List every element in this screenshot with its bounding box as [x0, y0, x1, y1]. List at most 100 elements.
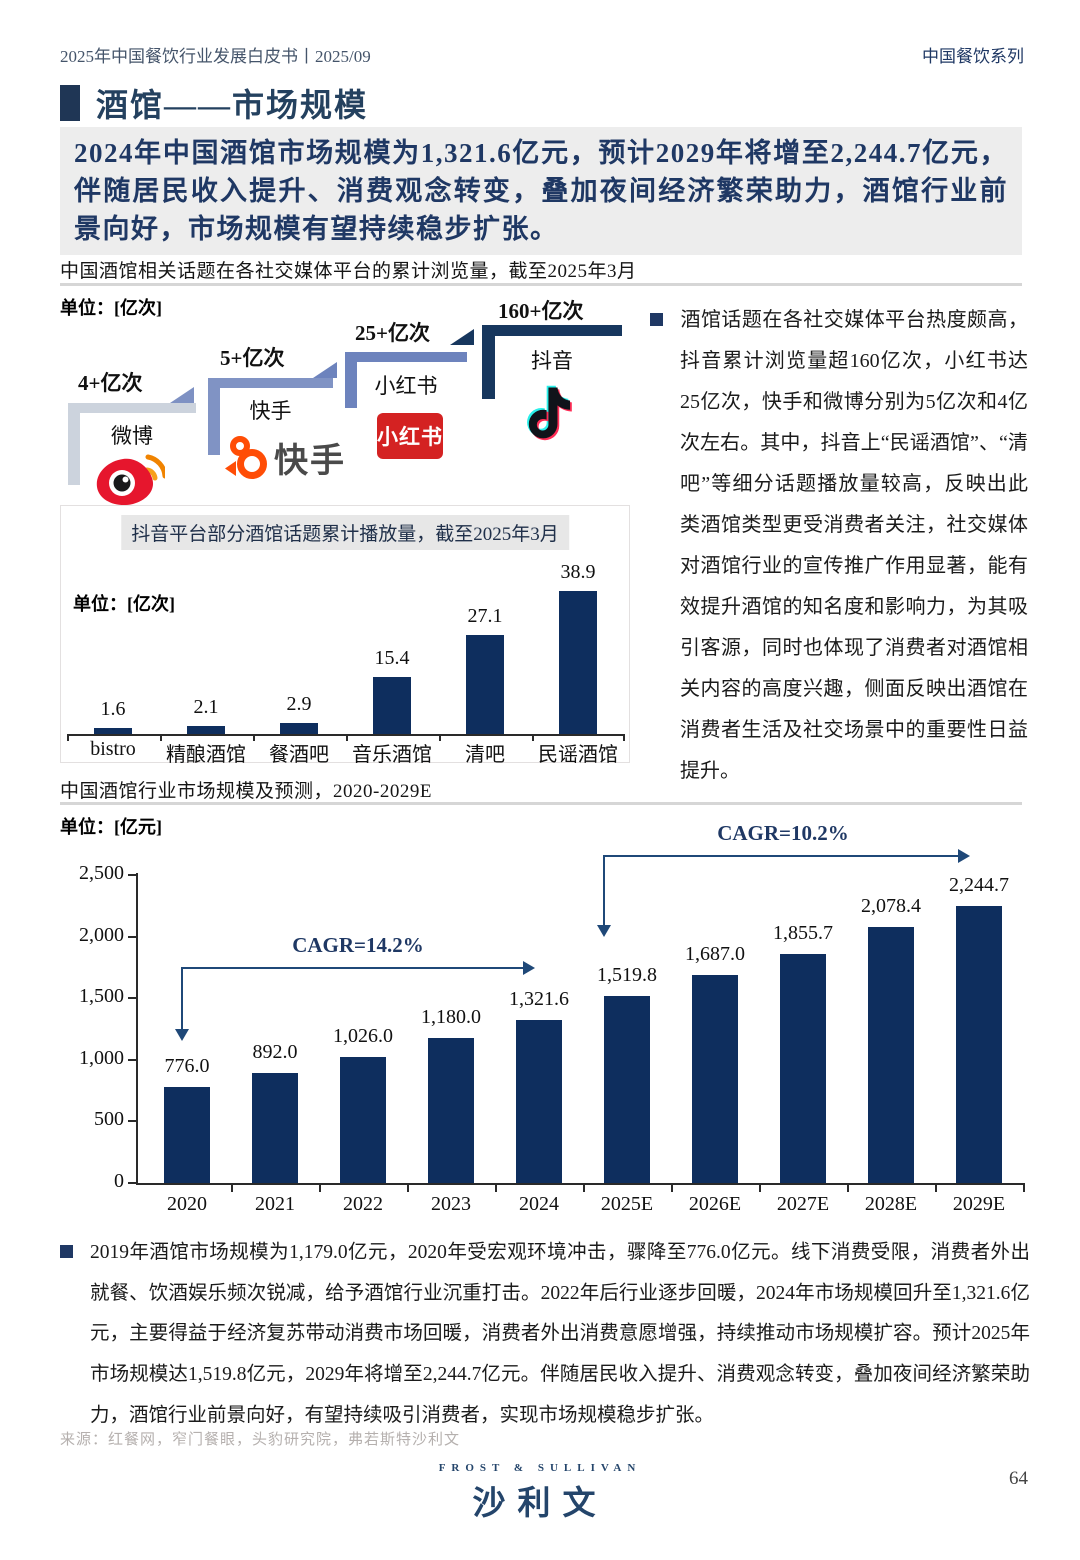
douyin-topics-chart-title: 抖音平台部分酒馆话题累计播放量，截至2025年3月: [121, 515, 569, 550]
axis-tick: [407, 1185, 409, 1192]
market-section-title: 中国酒馆行业市场规模及预测，2020-2029E: [60, 781, 432, 802]
x-tick-label: 2027E: [776, 1193, 830, 1215]
category-label: 民谣酒馆: [538, 744, 618, 766]
axis-tick: [128, 936, 137, 938]
axis-tick: [128, 1182, 137, 1184]
section-divider: [60, 802, 1022, 805]
header-right: 中国餐饮系列: [922, 47, 1024, 66]
x-tick-label: 2024: [519, 1193, 559, 1215]
x-tick-label: 2021: [255, 1193, 295, 1215]
frost-sullivan-logo-zh: 沙利文: [472, 1486, 608, 1522]
step-up-triangle: [170, 387, 194, 403]
cagr-arrow-line: [603, 855, 958, 857]
social-commentary-text: 酒馆话题在各社交媒体平台热度颇高，抖音累计浏览量超160亿次，小红书达25亿次，…: [680, 309, 1028, 782]
douyin-step-bar: [482, 325, 622, 336]
bar-value: 38.9: [560, 561, 596, 583]
douyin-icon: [518, 383, 573, 453]
bar-2025e: [604, 996, 650, 1183]
axis-tick: [128, 1120, 137, 1122]
weibo-icon: [90, 445, 165, 510]
step-up-triangle: [313, 362, 337, 378]
arrow-down-icon: [175, 1029, 189, 1041]
bullet-square: [60, 1245, 73, 1258]
axis-tick: [759, 1185, 761, 1192]
douyin-topics-chart: 抖音平台部分酒馆话题累计播放量，截至2025年3月 单位：[亿次] 1.6 2.…: [60, 505, 630, 766]
y-tick-label: 2,500: [79, 862, 124, 884]
weibo-label: 微博: [111, 424, 153, 448]
y-tick-label: 500: [94, 1108, 124, 1130]
market-size-chart: 2,500 2,000 1,500 1,000 500 0 776.0 892.…: [58, 820, 1026, 1218]
axis-tick: [67, 734, 69, 741]
x-tick-label: 2028E: [864, 1193, 918, 1215]
bar-value: 1,855.7: [773, 922, 833, 944]
social-section-title: 中国酒馆相关话题在各社交媒体平台的累计浏览量，截至2025年3月: [60, 261, 637, 282]
bar-value: 1.6: [100, 698, 126, 720]
kuaishou-logo-text: 快手: [274, 442, 346, 480]
category-label: 餐酒吧: [269, 744, 329, 766]
market-unit-label: 单位：[亿元]: [60, 817, 162, 837]
bar-canjiuba: [280, 723, 318, 734]
bar-2024: [516, 1020, 562, 1183]
axis-tick: [128, 874, 137, 876]
cagr-label-2020-2024: CAGR=14.2%: [292, 933, 424, 957]
axis-tick: [346, 734, 348, 741]
source-note: 来源：红餐网，窄门餐眼，头豹研究院，弗若斯特沙利文: [60, 1432, 461, 1448]
axis-tick: [319, 1185, 321, 1192]
xiaohongshu-step-bar: [345, 352, 467, 362]
y-tick-label: 0: [114, 1170, 124, 1192]
market-commentary-text: 2019年酒馆市场规模为1,179.0亿元，2020年受宏观环境冲击，骤降至77…: [90, 1242, 1030, 1426]
kuaishou-step-bar: [208, 378, 333, 388]
frost-sullivan-logo-en: FROST & SULLIVAN: [438, 1462, 642, 1474]
axis-tick: [495, 1185, 497, 1192]
bar-yinyue: [373, 677, 411, 734]
bar-2022: [340, 1057, 386, 1183]
bar-value: 1,519.8: [597, 964, 657, 986]
axis-tick: [439, 734, 441, 741]
y-tick-label: 2,000: [79, 924, 124, 946]
cagr-arrow-line: [181, 967, 183, 1029]
douyin-views-value: 160+亿次: [498, 299, 584, 323]
platform-step-chart: 4+亿次 微博 5+亿次 快手 快手: [60, 295, 630, 510]
category-label: 精酿酒馆: [166, 744, 246, 766]
arrow-right-icon: [523, 961, 535, 975]
kuaishou-views-value: 5+亿次: [220, 346, 285, 370]
frost-sullivan-logo: FROST & SULLIVAN 沙利文: [0, 1462, 1080, 1524]
bar-value: 2.9: [286, 693, 312, 715]
axis-tick: [231, 1185, 233, 1192]
douyin-step-bar-vertical: [482, 325, 495, 399]
bar-2028e: [868, 927, 914, 1183]
header-left: 2025年中国餐饮行业发展白皮书丨2025/09: [60, 47, 371, 66]
x-tick-label: 2023: [431, 1193, 471, 1215]
y-axis: [136, 873, 138, 1185]
xiaohongshu-step-bar-vertical: [345, 352, 357, 408]
axis-tick: [1023, 1185, 1025, 1192]
arrow-down-icon: [597, 925, 611, 937]
bar-value: 1,321.6: [509, 988, 569, 1010]
kuaishou-step-bar-vertical: [208, 378, 220, 455]
xiaohongshu-label: 小红书: [374, 374, 438, 398]
kuaishou-label: 快手: [249, 399, 292, 423]
douyin-topics-unit-label: 单位：[亿次]: [73, 594, 175, 614]
bar-bistro: [94, 728, 132, 734]
bar-2027e: [780, 954, 826, 1183]
x-tick-label: 2020: [167, 1193, 207, 1215]
axis-tick: [532, 734, 534, 741]
page-title-row: 酒馆——市场规模: [60, 80, 368, 126]
bar-2020: [164, 1087, 210, 1183]
bar-value: 892.0: [252, 1041, 298, 1063]
weibo-views-value: 4+亿次: [78, 371, 143, 395]
bar-value: 2,244.7: [949, 874, 1009, 896]
axis-tick: [847, 1185, 849, 1192]
axis-tick: [623, 734, 625, 741]
axis-tick: [253, 734, 255, 741]
category-label: 音乐酒馆: [352, 744, 432, 766]
bar-minyao: [559, 591, 597, 734]
kuaishou-icon: 快手: [222, 433, 346, 482]
x-tick-label: 2026E: [688, 1193, 742, 1215]
axis-tick: [935, 1185, 937, 1192]
axis-tick: [671, 1185, 673, 1192]
xiaohongshu-views-value: 25+亿次: [355, 321, 430, 345]
cagr-arrow-line: [603, 855, 605, 925]
bar-value: 776.0: [164, 1055, 210, 1077]
